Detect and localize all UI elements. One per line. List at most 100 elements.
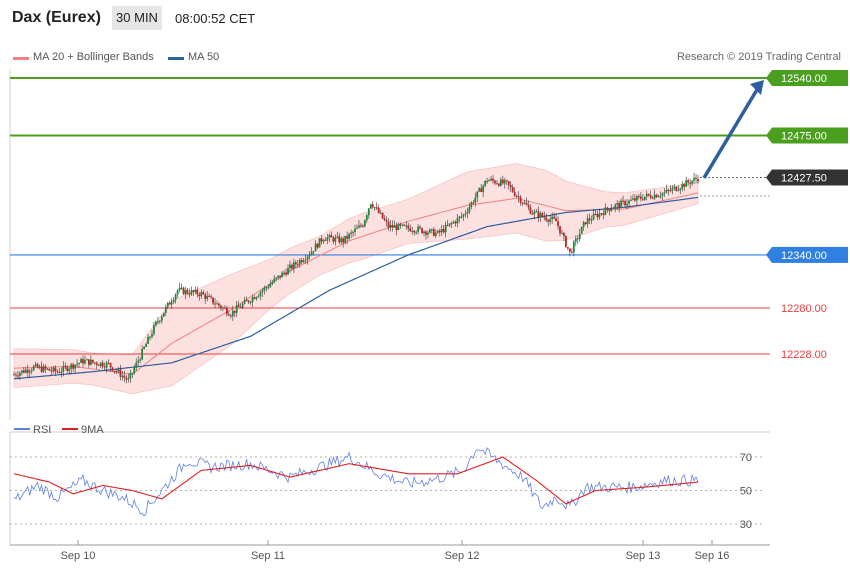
- candle-body: [218, 303, 220, 306]
- candle-body: [582, 222, 585, 227]
- candle-body: [137, 360, 140, 363]
- candle-body: [334, 237, 337, 242]
- candle-body: [308, 254, 311, 257]
- candle-body: [693, 177, 695, 181]
- candle-body: [529, 207, 532, 214]
- candle-body: [691, 180, 693, 184]
- level-12340-label: 12340.00: [781, 250, 827, 262]
- candle-body: [340, 238, 343, 243]
- candle-body: [300, 260, 303, 263]
- timeframe-badge[interactable]: 30 MIN: [112, 6, 162, 30]
- candle-body: [375, 207, 378, 209]
- x-tick-label: Sep 10: [61, 550, 96, 562]
- candle-body: [97, 364, 100, 366]
- candle-body: [543, 216, 546, 218]
- candle-body: [460, 216, 463, 218]
- candle-body: [139, 359, 142, 361]
- candle-body: [653, 194, 656, 199]
- candle-body: [101, 362, 104, 367]
- candle-body: [253, 297, 256, 299]
- candle-body: [145, 343, 147, 347]
- candle-body: [657, 196, 660, 198]
- candle-body: [586, 218, 589, 225]
- candle-body: [421, 228, 423, 234]
- candle-body: [429, 229, 431, 233]
- candle-body: [371, 204, 374, 208]
- ma20-swatch: [13, 57, 29, 60]
- candle-body: [95, 362, 98, 365]
- candle-body: [324, 239, 327, 241]
- candle-body: [105, 362, 108, 368]
- candle-body: [352, 231, 354, 233]
- candle-body: [533, 211, 536, 215]
- candle-body: [243, 300, 246, 304]
- candle-body: [616, 203, 619, 205]
- candle-body: [52, 367, 55, 372]
- candle-body: [316, 243, 319, 248]
- candle-body: [54, 367, 57, 372]
- candle-body: [60, 371, 63, 373]
- candle-body: [216, 303, 218, 305]
- candle-body: [626, 203, 628, 206]
- candle-body: [369, 204, 372, 209]
- candle-body: [649, 195, 652, 198]
- candle-body: [225, 308, 228, 315]
- candle-body: [661, 193, 664, 196]
- candle-body: [231, 310, 234, 317]
- candle-body: [210, 296, 213, 298]
- candle-body: [665, 189, 668, 193]
- candle-body: [563, 233, 565, 237]
- candle-body: [423, 231, 425, 234]
- candle-body: [257, 295, 260, 298]
- candle-body: [237, 305, 240, 308]
- candle-body: [206, 295, 209, 299]
- candle-body: [129, 373, 132, 379]
- candle-body: [46, 368, 49, 370]
- candle-body: [289, 264, 291, 269]
- candle-body: [68, 368, 71, 371]
- candle-body: [641, 198, 644, 200]
- candle-body: [166, 302, 169, 307]
- ma20-legend-label: MA 20 + Bollinger Bands: [33, 51, 154, 63]
- candle-body: [133, 368, 136, 373]
- candle-body: [109, 363, 112, 368]
- candles-group: [13, 172, 699, 384]
- candle-body: [379, 212, 382, 214]
- candle-body: [565, 236, 567, 248]
- candle-body: [492, 178, 494, 181]
- candle-body: [111, 367, 114, 371]
- candle-body: [214, 303, 216, 305]
- candle-body: [279, 275, 282, 278]
- candle-body: [180, 287, 183, 289]
- candle-body: [117, 369, 120, 372]
- candle-body: [632, 198, 634, 200]
- candle-body: [547, 220, 550, 222]
- candle-body: [294, 262, 297, 265]
- candle-body: [76, 363, 78, 365]
- candle-body: [170, 302, 173, 305]
- candle-body: [361, 225, 364, 227]
- candle-body: [241, 303, 244, 308]
- candle-body: [470, 202, 473, 207]
- candle-body: [233, 310, 236, 313]
- candle-body: [291, 264, 293, 269]
- candle-body: [346, 235, 349, 239]
- candle-body: [88, 359, 90, 365]
- candle-body: [350, 232, 352, 234]
- candle-body: [222, 307, 224, 309]
- candle-body: [572, 241, 575, 253]
- candle-body: [655, 194, 658, 198]
- candle-body: [34, 364, 37, 367]
- candle-body: [403, 224, 406, 226]
- chart-header: Dax (Eurex) 30 MIN 08:00:52 CET: [0, 0, 850, 38]
- candle-body: [438, 230, 441, 233]
- candle-body: [229, 315, 232, 317]
- candle-body: [498, 183, 500, 186]
- level-12427-5-tag: 12427.50: [766, 169, 848, 186]
- candle-body: [322, 239, 325, 242]
- candle-body: [306, 256, 309, 260]
- candle-body: [659, 195, 662, 197]
- candle-body: [596, 214, 599, 218]
- candle-body: [651, 197, 654, 199]
